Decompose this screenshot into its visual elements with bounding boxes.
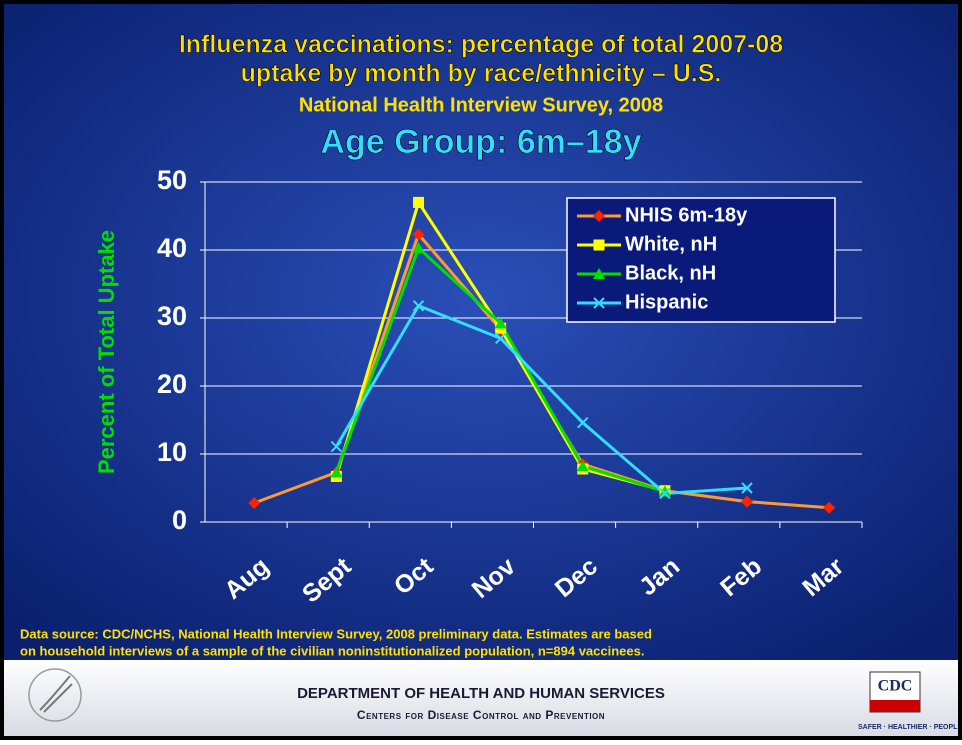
marker (741, 482, 753, 494)
y-tick-label: 0 (172, 505, 187, 535)
legend-marker (593, 268, 605, 279)
marker (412, 300, 425, 312)
marker (248, 496, 261, 509)
y-tick-label: 40 (157, 233, 187, 263)
marker (658, 485, 671, 497)
center: Centers for Disease Control and Preventi… (357, 708, 605, 722)
footer-band (4, 660, 958, 736)
legend-label: White, nH (625, 233, 717, 255)
heading: Age Group: 6m–18y (320, 123, 641, 161)
legend-marker (593, 239, 605, 251)
subtitle: National Health Interview Survey, 2008 (299, 94, 663, 116)
marker (659, 487, 671, 500)
legend-label: Black, nH (625, 262, 716, 284)
legend-label: Hispanic (625, 291, 708, 313)
marker (494, 317, 507, 329)
cdc-logo: CDC (878, 678, 913, 695)
marker (330, 466, 343, 478)
marker (412, 228, 425, 241)
marker (576, 460, 589, 472)
series-line (335, 303, 748, 495)
marker (823, 501, 836, 514)
tagline: SAFER · HEALTHIER · PEOPL (858, 724, 958, 731)
source-line: Data source: CDC/NCHS, National Health I… (20, 626, 652, 641)
legend-marker (593, 210, 605, 222)
hhs-logo (28, 668, 82, 722)
legend-label: NHIS 6m-18y (625, 204, 748, 226)
legend-box (566, 197, 836, 323)
title-line: uptake by month by race/ethnicity – U.S. (241, 60, 722, 88)
y-tick-label: 50 (157, 165, 187, 195)
marker (741, 495, 754, 508)
y-axis-label: Percent of Total Uptake (94, 230, 119, 474)
legend-marker (593, 297, 605, 309)
marker (412, 241, 425, 253)
marker (413, 196, 425, 208)
title-line: Influenza vaccinations: percentage of to… (179, 31, 783, 59)
y-tick-label: 30 (157, 301, 187, 331)
marker (494, 332, 507, 345)
department: DEPARTMENT OF HEALTH AND HUMAN SERVICES (297, 685, 665, 702)
marker (330, 440, 343, 453)
y-tick-label: 10 (157, 437, 187, 467)
y-tick-label: 20 (157, 369, 187, 399)
source-line: on household interviews of a sample of t… (20, 643, 644, 658)
cdc-logo-band (870, 700, 920, 712)
marker (577, 417, 589, 429)
